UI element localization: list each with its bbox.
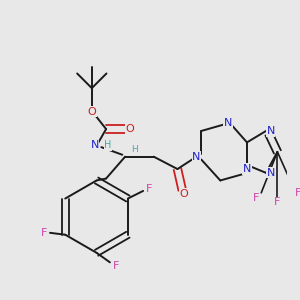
Text: F: F xyxy=(41,228,47,238)
Text: O: O xyxy=(87,107,96,117)
Text: N: N xyxy=(192,152,201,162)
Text: F: F xyxy=(274,197,280,207)
Text: H: H xyxy=(104,140,112,150)
Text: F: F xyxy=(146,184,152,194)
Text: H: H xyxy=(131,145,138,154)
Text: N: N xyxy=(91,140,99,150)
Text: O: O xyxy=(180,189,188,199)
Text: O: O xyxy=(125,124,134,134)
Text: F: F xyxy=(295,188,300,198)
Text: N: N xyxy=(224,118,232,128)
Text: F: F xyxy=(112,261,119,271)
Text: F: F xyxy=(253,193,260,202)
Text: N: N xyxy=(267,126,275,136)
Text: N: N xyxy=(243,164,251,174)
Text: N: N xyxy=(267,168,275,178)
